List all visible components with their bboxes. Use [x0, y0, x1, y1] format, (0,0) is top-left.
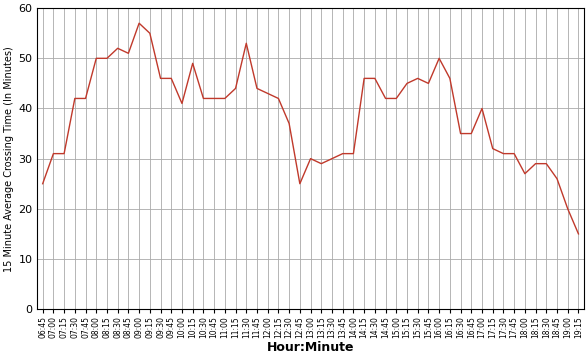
Y-axis label: 15 Minute Average Crossing Time (In Minutes): 15 Minute Average Crossing Time (In Minu… — [4, 46, 14, 271]
X-axis label: Hour:Minute: Hour:Minute — [267, 341, 355, 354]
